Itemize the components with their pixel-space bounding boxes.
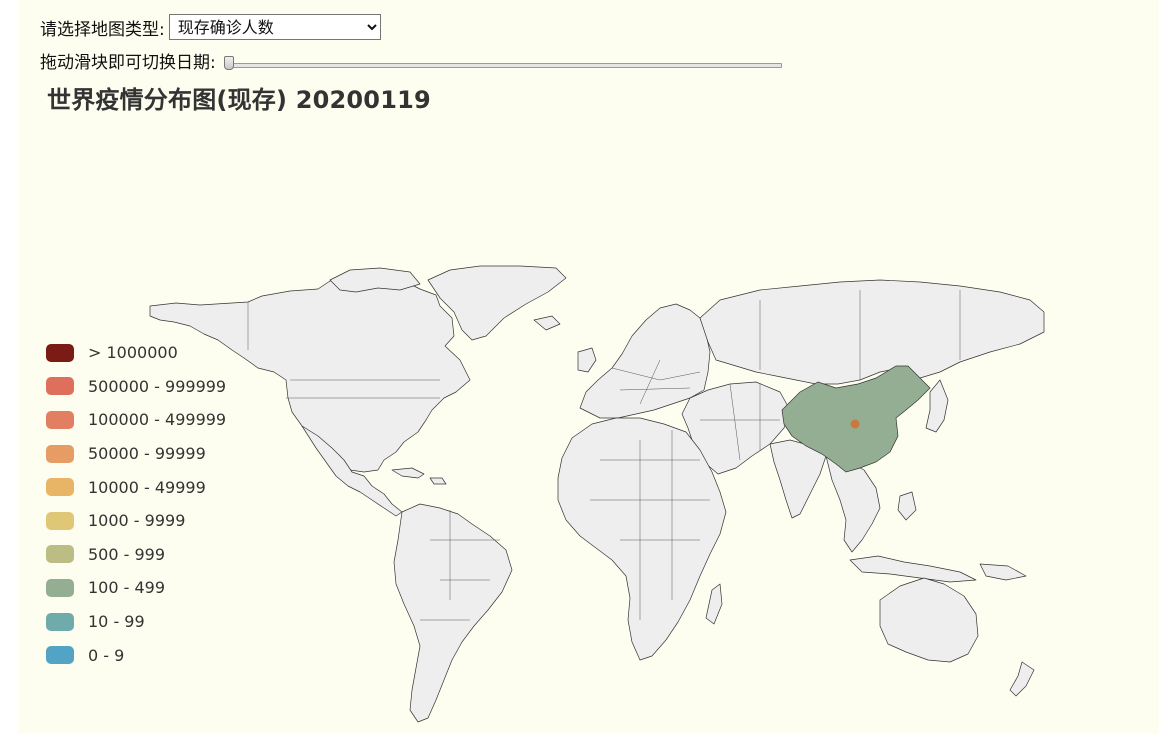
region-australia[interactable] <box>879 577 979 663</box>
region-japan[interactable] <box>925 379 949 433</box>
map-type-label: 请选择地图类型: <box>40 19 165 40</box>
region-new-guinea[interactable] <box>979 563 1027 581</box>
legend-item[interactable]: 100 - 499 <box>46 571 226 605</box>
legend-label: 0 - 9 <box>88 645 125 665</box>
region-indonesia[interactable] <box>849 491 977 583</box>
case-marker-china[interactable] <box>850 419 860 429</box>
region-madagascar[interactable] <box>705 583 723 625</box>
legend-label: 500 - 999 <box>88 544 166 564</box>
legend: > 1000000 500000 - 999999 100000 - 499999 5… <box>46 336 226 672</box>
legend-item[interactable]: 50000 - 99999 <box>46 437 226 471</box>
legend-item[interactable]: 500 - 999 <box>46 538 226 572</box>
date-slider-row: 拖动滑块即可切换日期: <box>40 48 782 73</box>
legend-item[interactable]: 10 - 99 <box>46 605 226 639</box>
region-new-zealand[interactable] <box>1009 661 1035 697</box>
legend-swatch <box>46 578 74 597</box>
region-africa[interactable] <box>557 417 727 661</box>
slider-thumb[interactable] <box>223 55 234 70</box>
region-china[interactable] <box>781 365 931 473</box>
legend-swatch <box>46 646 74 665</box>
legend-swatch <box>46 343 74 362</box>
legend-item[interactable]: > 1000000 <box>46 336 226 370</box>
legend-swatch <box>46 377 74 396</box>
legend-swatch <box>46 444 74 463</box>
legend-swatch <box>46 410 74 429</box>
map-type-select[interactable]: 现存确诊人数 <box>168 14 381 40</box>
region-south-america[interactable] <box>393 503 513 723</box>
legend-swatch <box>46 612 74 631</box>
legend-label: 100000 - 499999 <box>88 410 227 430</box>
date-slider[interactable] <box>223 52 782 70</box>
legend-label: 500000 - 999999 <box>88 376 227 396</box>
legend-swatch <box>46 545 74 564</box>
legend-item[interactable]: 500000 - 999999 <box>46 370 226 404</box>
region-se-asia[interactable] <box>825 455 881 553</box>
date-slider-label: 拖动滑块即可切换日期: <box>40 53 216 73</box>
legend-label: > 1000000 <box>88 343 178 363</box>
legend-label: 50000 - 99999 <box>88 444 206 464</box>
legend-label: 100 - 499 <box>88 578 166 598</box>
region-uk-iceland[interactable] <box>533 315 597 373</box>
country-borders <box>247 290 961 621</box>
region-greenland[interactable] <box>427 265 567 341</box>
legend-swatch <box>46 511 74 530</box>
legend-swatch <box>46 478 74 497</box>
map-title: 世界疫情分布图(现存) 20200119 <box>47 86 431 114</box>
legend-item[interactable]: 0 - 9 <box>46 638 226 672</box>
region-caribbean[interactable] <box>391 467 447 485</box>
legend-item[interactable]: 100000 - 499999 <box>46 403 226 437</box>
legend-label: 10000 - 49999 <box>88 477 206 497</box>
legend-label: 1000 - 9999 <box>88 511 186 531</box>
region-arctic-islands[interactable] <box>329 267 421 293</box>
map-type-row: 请选择地图类型: 现存确诊人数 <box>40 14 381 40</box>
legend-item[interactable]: 1000 - 9999 <box>46 504 226 538</box>
region-russia[interactable] <box>699 279 1045 385</box>
legend-label: 10 - 99 <box>88 612 145 632</box>
legend-item[interactable]: 10000 - 49999 <box>46 470 226 504</box>
